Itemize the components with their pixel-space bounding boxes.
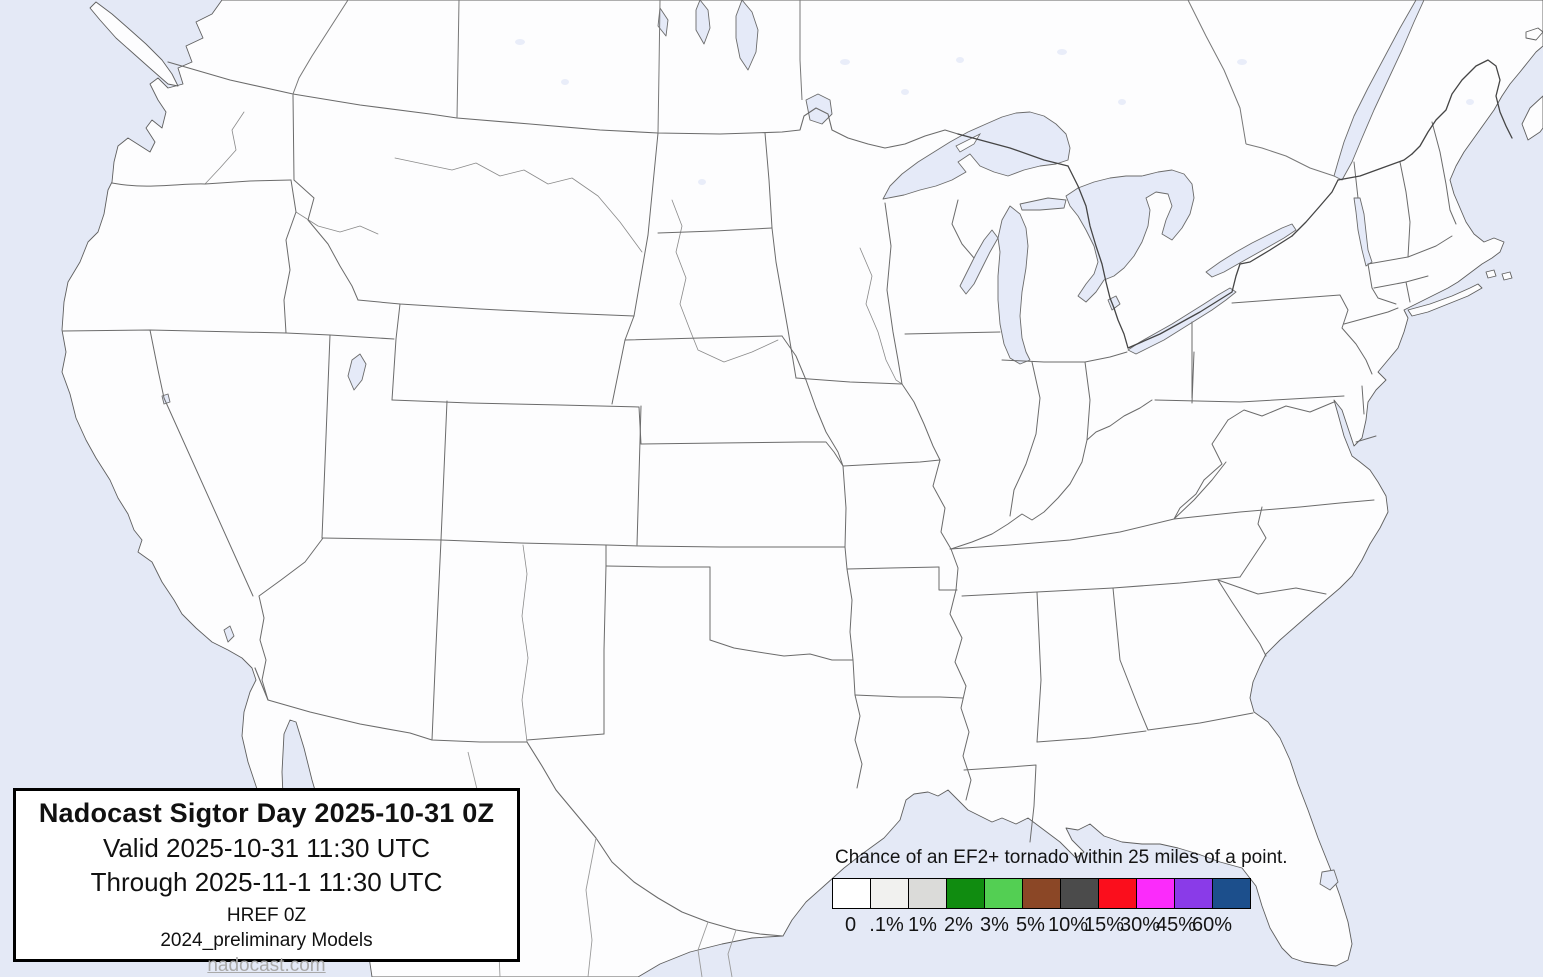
model-label: HREF 0Z [226,905,307,926]
border-river-segments [957,59,1513,349]
legend-label-15%: 15% [1084,914,1125,936]
legend-swatch-5% [1022,878,1061,909]
probability-legend: Chance of an EF2+ tornado within 25 mile… [832,847,1288,937]
legend-label-0: 0 [844,914,857,936]
state-borders [62,94,1457,843]
info-box: Nadocast Sigtor Day 2025-10-31 0Z Valid … [13,788,520,976]
legend-swatch-0 [832,878,871,909]
legend-label-3%: 3% [980,914,1009,936]
legend-title: Chance of an EF2+ tornado within 25 mile… [835,847,1288,868]
through-time: Through 2025-11-1 11:30 UTC [90,867,443,897]
wetland-speckles [515,39,1474,185]
legend-swatch-1% [908,878,947,909]
legend-swatch-.1% [870,878,909,909]
legend-swatch-3% [984,878,1023,909]
legend-label-60%: 60% [1192,914,1233,936]
legend-label-30%: 30% [1120,914,1161,936]
legend-label-2%: 2% [944,914,973,936]
lakes [161,0,1425,891]
models-note: 2024_preliminary Models [160,930,373,951]
legend-swatch-row [832,878,1288,909]
legend-swatch-15% [1098,878,1137,909]
legend-label-.1%: .1% [869,914,904,936]
legend-swatch-2% [946,878,985,909]
legend-swatch-30% [1136,878,1175,909]
legend-swatch-45% [1174,878,1213,909]
legend-swatch-10% [1060,878,1099,909]
legend-swatch-60% [1212,878,1251,909]
valid-time: Valid 2025-10-31 11:30 UTC [102,833,431,863]
province-borders [292,0,1335,177]
forecast-title: Nadocast Sigtor Day 2025-10-31 0Z [38,798,495,828]
legend-label-5%: 5% [1016,914,1045,936]
legend-label-1%: 1% [908,914,937,936]
legend-label-10%: 10% [1048,914,1089,936]
legend-label-row: 0 .1% 1% 2% 3% 5% 10% 15% 30% 45% 60% [833,914,1288,937]
nadocast-link[interactable]: nadocast.com [207,955,326,976]
rivers [204,111,903,743]
legend-label-45%: 45% [1156,914,1197,936]
